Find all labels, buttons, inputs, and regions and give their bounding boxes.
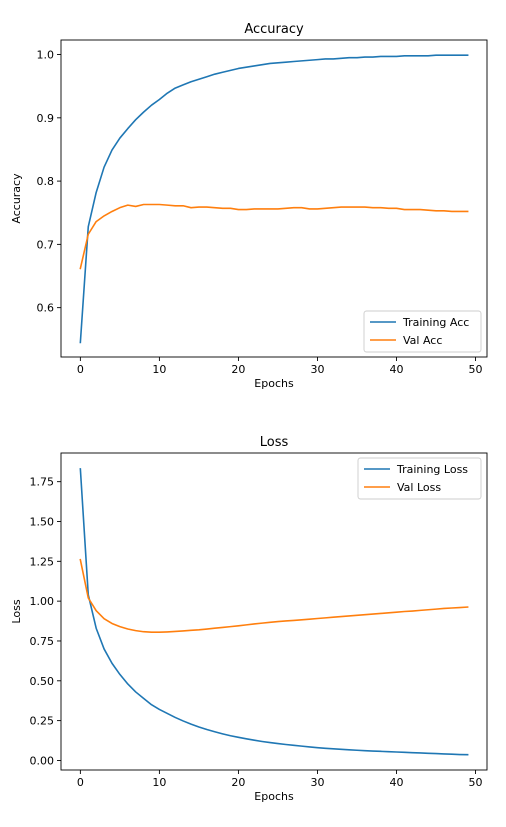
y-tick-label: 0.7 (37, 238, 55, 251)
x-tick-label: 30 (310, 776, 324, 789)
series-line-training-loss (79, 468, 469, 756)
y-tick-label: 0.8 (37, 175, 55, 188)
legend-label: Training Loss (396, 463, 468, 476)
x-tick-label: 10 (152, 363, 166, 376)
x-tick-label: 50 (469, 363, 483, 376)
y-tick-label: 1.0 (37, 49, 55, 62)
series-line-val-acc (79, 203, 469, 270)
y-tick-label: 0.50 (30, 675, 55, 688)
x-tick-label: 0 (77, 776, 84, 789)
y-tick-label: 1.50 (30, 515, 55, 528)
x-axis-label: Epochs (254, 790, 294, 803)
y-tick-label: 1.00 (30, 595, 55, 608)
x-tick-label: 40 (390, 776, 404, 789)
plot-frame (60, 39, 488, 358)
legend: Training Acc Val Acc (363, 310, 482, 353)
x-tick-label: 10 (152, 776, 166, 789)
y-axis-label: Loss (10, 599, 23, 623)
x-tick-label: 20 (231, 363, 245, 376)
y-tick-label: 1.25 (30, 555, 55, 568)
x-tick-label: 20 (231, 776, 245, 789)
x-tick-label: 50 (469, 776, 483, 789)
y-tick-label: 0.6 (37, 302, 55, 315)
legend: Training Loss Val Loss (357, 457, 482, 500)
chart-0: Accuracy 0 10 20 30 40 50 0.6 0.7 0.8 0.9 1.0 Epochs… (10, 22, 488, 390)
legend-label: Training Acc (402, 316, 469, 329)
chart-1: Loss 0 10 20 30 40 50 0.00 0.25 0.50 0.75 1.00 1.25 1… (10, 435, 488, 803)
y-tick-label: 0.25 (30, 715, 55, 728)
legend-label: Val Loss (397, 481, 441, 494)
plot-frame (60, 452, 488, 771)
x-tick-label: 0 (77, 363, 84, 376)
x-axis-label: Epochs (254, 377, 294, 390)
chart-title: Loss (260, 435, 289, 450)
y-tick-label: 1.75 (30, 476, 55, 489)
series-line-val-loss (79, 558, 469, 634)
chart-title: Accuracy (244, 22, 304, 37)
legend-label: Val Acc (403, 334, 442, 347)
x-tick-label: 30 (310, 363, 324, 376)
y-tick-label: 0.75 (30, 635, 55, 648)
y-tick-label: 0.00 (30, 754, 55, 767)
x-tick-label: 40 (390, 363, 404, 376)
series-line-training-acc (79, 54, 469, 344)
y-axis-label: Accuracy (10, 173, 23, 224)
y-tick-label: 0.9 (37, 112, 55, 125)
